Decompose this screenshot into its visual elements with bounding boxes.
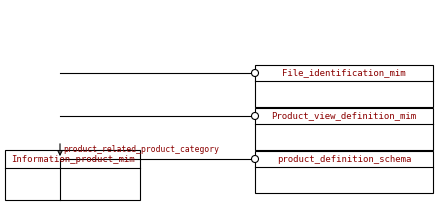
Bar xyxy=(255,108,433,150)
Bar xyxy=(255,65,433,107)
Text: product_definition_schema: product_definition_schema xyxy=(277,155,411,163)
Text: Information_product_mim: Information_product_mim xyxy=(11,155,134,163)
Circle shape xyxy=(251,70,259,77)
Circle shape xyxy=(251,155,259,163)
Text: File_identification_mim: File_identification_mim xyxy=(282,68,406,78)
Circle shape xyxy=(251,113,259,120)
Text: product_related_product_category: product_related_product_category xyxy=(63,145,219,155)
Bar xyxy=(5,150,140,200)
Text: Product_view_definition_mim: Product_view_definition_mim xyxy=(271,112,416,120)
Bar xyxy=(255,151,433,193)
